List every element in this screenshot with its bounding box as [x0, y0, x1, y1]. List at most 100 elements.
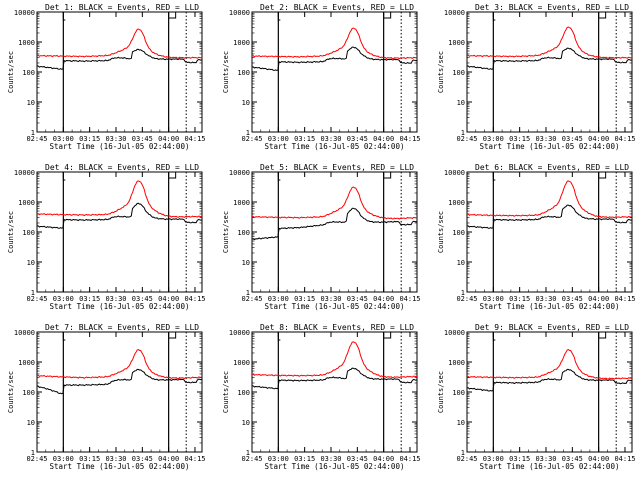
plot-frame: [36, 171, 203, 293]
panel-title: Det 8: BLACK = Events, RED = LLD: [260, 323, 414, 332]
y-axis-label: Counts/sec: [222, 51, 230, 93]
series-lld: [252, 341, 418, 379]
x-tick-label: 04:15: [184, 135, 205, 143]
x-tick-label: 04:15: [614, 295, 635, 303]
x-tick-label: 04:00: [373, 135, 394, 143]
x-tick-label: 04:00: [588, 455, 609, 463]
x-tick-label: 03:30: [535, 295, 556, 303]
x-tick-label: 04:00: [588, 135, 609, 143]
x-tick-label: 03:00: [53, 295, 74, 303]
marker-flag: [62, 172, 66, 181]
y-tick-label: 1: [461, 289, 465, 297]
plot-frame: [251, 331, 418, 453]
y-tick-label: 10000: [14, 329, 35, 337]
x-tick-label: 02:45: [456, 135, 477, 143]
x-tick-label: 03:00: [483, 135, 504, 143]
y-tick-label: 10000: [14, 169, 35, 177]
x-tick-label: 03:30: [535, 455, 556, 463]
panel-title: Det 1: BLACK = Events, RED = LLD: [45, 3, 199, 12]
y-tick-label: 1: [461, 129, 465, 137]
y-tick-label: 10000: [229, 9, 250, 17]
y-tick-label: 100: [452, 389, 465, 397]
y-axis-label: Counts/sec: [222, 211, 230, 253]
panel-title: Det 3: BLACK = Events, RED = LLD: [475, 3, 629, 12]
marker-flag: [598, 332, 607, 339]
x-tick-label: 03:15: [509, 455, 530, 463]
y-tick-label: 10: [27, 259, 35, 267]
series-events: [466, 47, 633, 70]
y-tick-label: 1000: [233, 39, 250, 47]
x-tick-label: 04:15: [399, 295, 420, 303]
marker-flag: [598, 172, 607, 179]
y-tick-label: 100: [237, 389, 250, 397]
marker-flag: [168, 172, 177, 179]
marker-flag: [492, 332, 496, 341]
x-tick-label: 02:45: [241, 455, 262, 463]
x-tick-label: 03:00: [53, 135, 74, 143]
series-events: [252, 367, 418, 390]
y-axis-label: Counts/sec: [7, 211, 15, 253]
x-tick-label: 02:45: [241, 135, 262, 143]
y-tick-label: 10000: [229, 329, 250, 337]
panel-title: Det 5: BLACK = Events, RED = LLD: [260, 163, 414, 172]
x-tick-label: 04:15: [399, 135, 420, 143]
y-tick-label: 1000: [18, 39, 35, 47]
x-axis-label: Start Time (16-Jul-05 02:44:00): [50, 142, 190, 151]
panel-det-5: Det 5: BLACK = Events, RED = LLD 1 10 100 10…: [222, 163, 421, 311]
y-axis-label: Counts/sec: [437, 51, 445, 93]
x-axis-label: Start Time (16-Jul-05 02:44:00): [50, 302, 190, 311]
x-tick-label: 03:00: [53, 455, 74, 463]
x-tick-label: 03:45: [562, 455, 583, 463]
x-axis-label: Start Time (16-Jul-05 02:44:00): [265, 302, 405, 311]
x-tick-label: 03:45: [132, 135, 153, 143]
marker-flag: [492, 172, 496, 181]
plot-frame: [36, 331, 203, 453]
x-axis-label: Start Time (16-Jul-05 02:44:00): [480, 462, 620, 471]
marker-flag: [598, 12, 607, 19]
panel-title: Det 7: BLACK = Events, RED = LLD: [45, 323, 199, 332]
x-tick-label: 02:45: [26, 295, 47, 303]
marker-flag: [492, 12, 496, 21]
x-tick-label: 03:45: [347, 135, 368, 143]
y-tick-label: 100: [237, 229, 250, 237]
x-tick-label: 03:15: [79, 455, 100, 463]
series-lld: [466, 26, 633, 59]
x-tick-label: 03:45: [562, 295, 583, 303]
x-tick-label: 03:15: [294, 135, 315, 143]
x-tick-label: 02:45: [26, 455, 47, 463]
x-tick-label: 03:15: [294, 455, 315, 463]
marker-flag: [168, 332, 177, 339]
x-tick-label: 03:15: [79, 295, 100, 303]
panel-det-2: Det 2: BLACK = Events, RED = LLD 1 10 100 10…: [222, 3, 421, 151]
series-events: [467, 368, 633, 392]
x-tick-label: 03:30: [105, 455, 126, 463]
y-axis-label: Counts/sec: [437, 211, 445, 253]
panel-det-8: Det 8: BLACK = Events, RED = LLD 1 10 100 10…: [222, 323, 421, 471]
x-tick-label: 04:00: [158, 295, 179, 303]
x-tick-label: 02:45: [26, 135, 47, 143]
y-axis-label: Counts/sec: [7, 371, 15, 413]
x-axis-label: Start Time (16-Jul-05 02:44:00): [50, 462, 190, 471]
y-tick-label: 10000: [14, 9, 35, 17]
y-tick-label: 10: [242, 419, 250, 427]
y-tick-label: 10: [457, 99, 465, 107]
y-axis-label: Counts/sec: [222, 371, 230, 413]
y-tick-label: 100: [22, 389, 35, 397]
x-tick-label: 04:00: [158, 455, 179, 463]
x-tick-label: 04:00: [158, 135, 179, 143]
y-tick-label: 100: [22, 69, 35, 77]
x-axis-label: Start Time (16-Jul-05 02:44:00): [480, 142, 620, 151]
y-tick-label: 1: [246, 289, 250, 297]
y-tick-label: 10000: [444, 9, 465, 17]
y-tick-label: 1000: [18, 359, 35, 367]
y-tick-label: 1000: [18, 199, 35, 207]
x-tick-label: 03:00: [483, 295, 504, 303]
plot-frame: [36, 11, 203, 133]
x-tick-label: 03:00: [268, 455, 289, 463]
x-tick-label: 03:45: [347, 455, 368, 463]
marker-flag: [383, 332, 392, 339]
series-lld: [251, 186, 418, 220]
y-tick-label: 1000: [233, 199, 250, 207]
panel-det-9: Det 9: BLACK = Events, RED = LLD 1 10 100 10…: [437, 323, 636, 471]
y-tick-label: 10000: [444, 329, 465, 337]
